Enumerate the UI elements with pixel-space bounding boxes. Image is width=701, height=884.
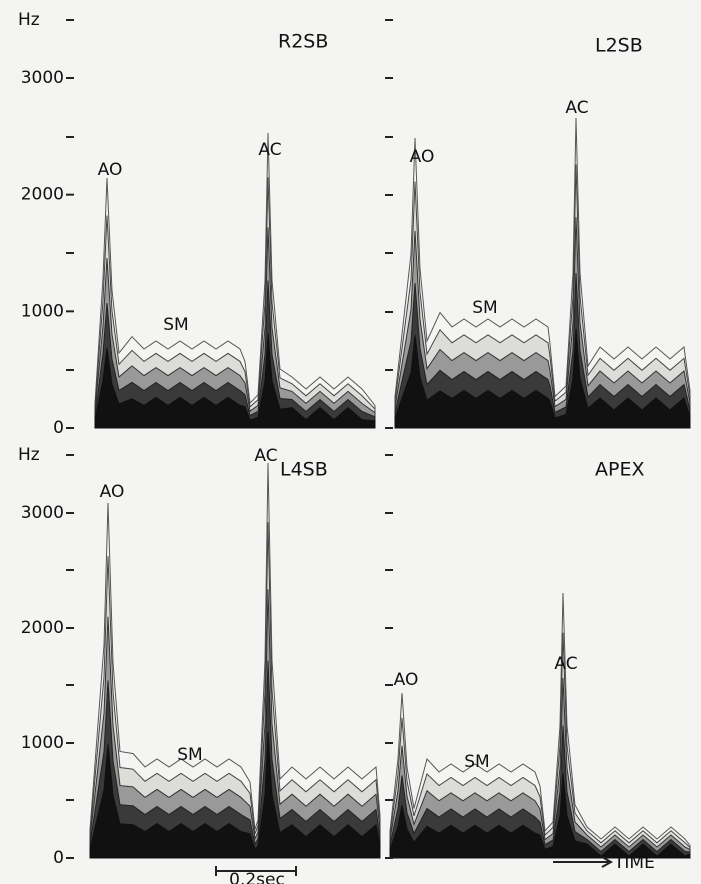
- annotation: AO: [410, 147, 435, 167]
- axis-dashes: [66, 19, 614, 876]
- y-tick-label: 1000: [21, 733, 64, 753]
- annotation: AC: [565, 98, 588, 118]
- time-label: TIME: [613, 853, 655, 873]
- spectrogram-contour: [94, 132, 376, 429]
- y-tick-label: 2000: [21, 618, 64, 638]
- spectrogram-contour: [394, 117, 691, 429]
- y-tick-label: 2000: [21, 185, 64, 205]
- annotation: AC: [258, 140, 281, 160]
- spectrogram-contour: [394, 272, 691, 429]
- annotation: SM: [163, 315, 188, 335]
- y-tick-label: 3000: [21, 503, 64, 523]
- labels: Hz 0 1000 2000 3000 Hz 0 1000 2000 3000 R2SB AO SM AC…: [18, 10, 644, 868]
- annotation: AO: [98, 160, 123, 180]
- spectrogram-contour: [94, 227, 376, 429]
- annotation: AO: [100, 482, 125, 502]
- spectrogram-contour: [389, 725, 691, 859]
- panel-title: APEX: [595, 459, 644, 481]
- spectrogram-contour: [94, 177, 376, 429]
- axis-unit: Hz: [18, 10, 40, 30]
- axis-unit: Hz: [18, 445, 40, 465]
- y-tick-label: 0: [53, 418, 64, 438]
- annotation: AO: [394, 670, 419, 690]
- spectrograms: [89, 117, 691, 859]
- spectrogram-contour: [89, 731, 381, 859]
- spectrogram-contour: [389, 592, 691, 859]
- spectrogram-contour: [94, 333, 376, 429]
- y-tick-label: 1000: [21, 301, 64, 321]
- panel-title: L4SB: [280, 459, 328, 481]
- panel-title: L2SB: [595, 35, 643, 57]
- y-tick-label: 3000: [21, 68, 64, 88]
- annotation: AC: [254, 446, 277, 466]
- panel-title: R2SB: [278, 31, 328, 53]
- spectrogram-contour: [389, 677, 691, 859]
- y-tick-label: 0: [53, 848, 64, 868]
- annotation: SM: [464, 752, 489, 772]
- spectrogram-contour: [94, 280, 376, 429]
- spectrogram-contour: [394, 328, 691, 429]
- time-arrow-head: [601, 856, 614, 868]
- spectrogram-contour: [389, 773, 691, 859]
- scale-label: 0.2sec: [229, 870, 285, 884]
- annotation: AC: [554, 654, 577, 674]
- spectrogram-contour: [89, 462, 381, 859]
- annotation: SM: [472, 298, 497, 318]
- annotation: SM: [177, 745, 202, 765]
